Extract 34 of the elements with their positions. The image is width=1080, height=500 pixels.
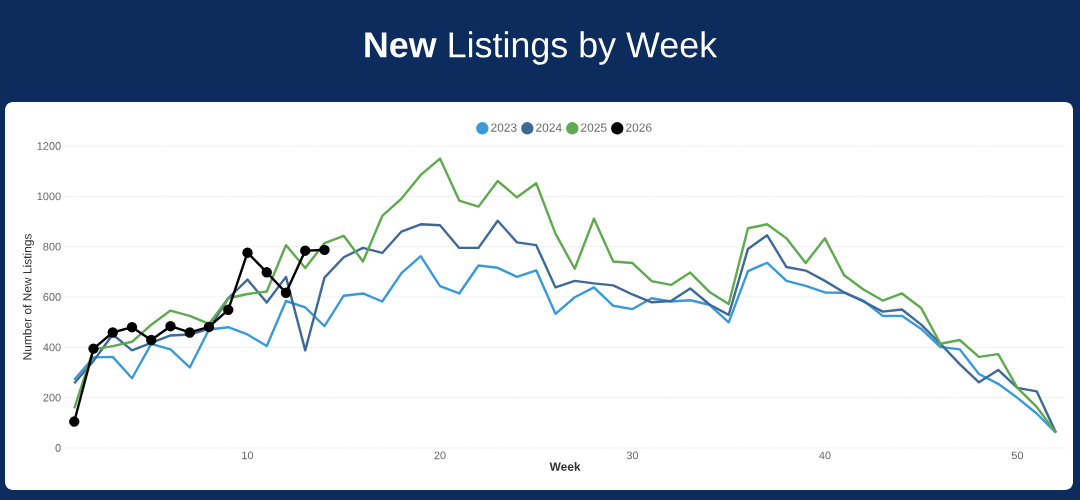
- chart-title: New Listings by Week: [365, 31, 718, 65]
- legend-label: 2024: [536, 123, 562, 132]
- y-tick-label: 200: [43, 393, 61, 402]
- y-tick-label: 0: [55, 444, 61, 452]
- y-tick-label: 800: [43, 242, 61, 251]
- line-series: [73, 157, 1058, 434]
- point: [203, 321, 215, 333]
- legend-label: 2023: [491, 123, 517, 132]
- point: [165, 320, 176, 332]
- point: [107, 327, 118, 338]
- x-tick-label: 20: [434, 451, 446, 460]
- point: [126, 321, 138, 333]
- point: [88, 343, 99, 354]
- x-tick-label: 50: [1011, 451, 1024, 460]
- y-axis-title: Number of New Listings: [22, 233, 34, 360]
- point: [146, 334, 157, 346]
- x-axis-title: Week: [549, 462, 581, 471]
- legend-label: 2025: [581, 123, 607, 132]
- point: [69, 416, 80, 427]
- point: [280, 287, 292, 298]
- y-tick-label: 1000: [37, 192, 61, 201]
- x-tick-label: 30: [626, 451, 639, 460]
- point: [261, 267, 272, 278]
- point: [319, 244, 330, 256]
- point: [184, 327, 195, 338]
- x-tick-label: 10: [242, 451, 254, 460]
- y-tick-label: 600: [43, 293, 61, 301]
- y-tick-label: 400: [43, 343, 61, 352]
- point: [223, 304, 234, 316]
- point: [242, 247, 253, 258]
- x-tick-label: 40: [819, 451, 831, 460]
- y-tick-label: 1200: [37, 142, 61, 150]
- point: [300, 245, 311, 256]
- legend-label: 2026: [626, 123, 652, 132]
